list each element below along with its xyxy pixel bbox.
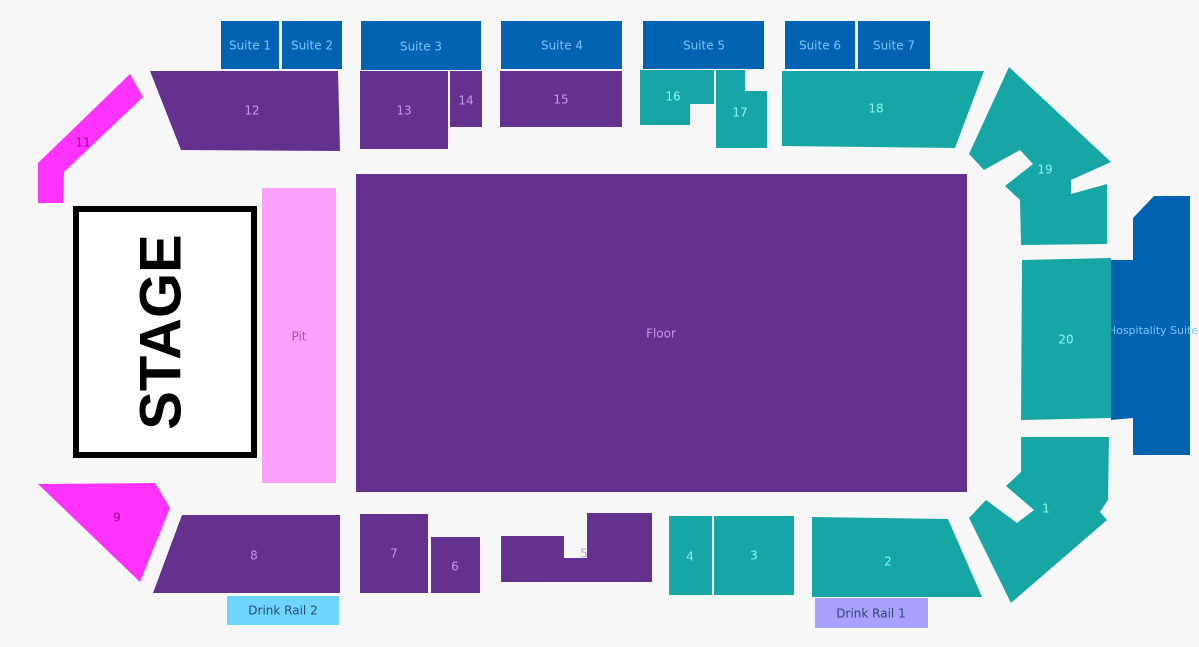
section-13[interactable]: 13 [360,71,448,149]
section-17[interactable]: 17 [716,70,767,148]
section-19[interactable]: 19 [969,67,1111,245]
section-15[interactable]: 15 [500,71,622,127]
section-9[interactable]: 9 [38,483,170,582]
section-7[interactable]: 7 [360,514,428,593]
drink-rail-2[interactable]: Drink Rail 2 [227,596,339,625]
section-14[interactable]: 14 [450,71,482,127]
section-11[interactable]: 11 [38,74,143,203]
section-1[interactable]: 1 [969,437,1109,603]
section-floor[interactable]: Floor [356,174,967,492]
section-pit[interactable]: Pit [262,188,336,483]
suite-1[interactable]: Suite 1 [221,21,279,69]
suite-4[interactable]: Suite 4 [501,21,622,69]
stage: STAGE [73,206,257,458]
suite-5[interactable]: Suite 5 [643,21,764,69]
suite-2[interactable]: Suite 2 [282,21,342,69]
section-6[interactable]: 6 [431,537,480,593]
hospitality-suite[interactable]: Hospitality Suite [1108,196,1199,455]
drink-rail-1[interactable]: Drink Rail 1 [815,598,928,628]
suite-7[interactable]: Suite 7 [858,21,930,69]
section-4[interactable]: 4 [669,516,712,595]
section-8[interactable]: 8 [153,515,340,593]
suite-3[interactable]: Suite 3 [361,21,481,70]
section-20[interactable]: 20 [1021,258,1111,420]
section-5[interactable]: 5 [501,513,652,582]
section-2[interactable]: 2 [812,517,982,597]
section-3[interactable]: 3 [714,516,794,595]
section-16[interactable]: 16 [640,70,714,125]
section-12[interactable]: 12 [150,71,340,151]
section-18[interactable]: 18 [782,71,984,148]
suite-6[interactable]: Suite 6 [785,21,855,69]
stage-label: STAGE [128,234,193,430]
